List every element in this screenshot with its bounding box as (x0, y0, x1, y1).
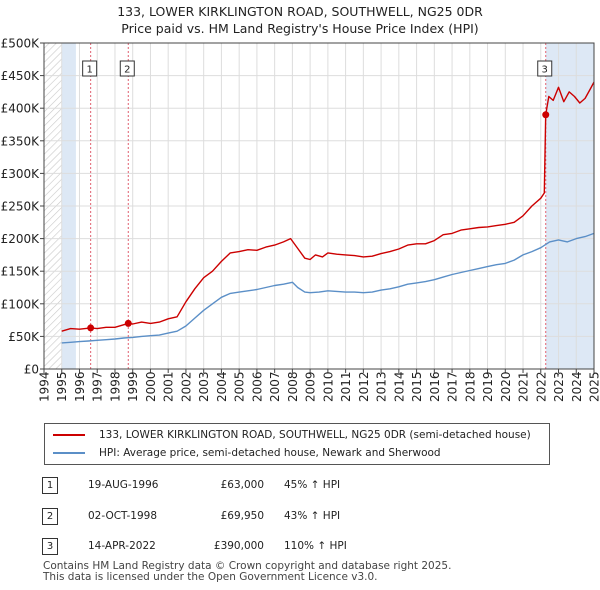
x-tick-label: 1994 (38, 371, 52, 402)
transaction-price: £69,950 (220, 510, 264, 522)
x-tick-label: 2001 (162, 371, 176, 402)
footer-copyright: Contains HM Land Registry data © Crown c… (43, 560, 452, 572)
sale-label-box (537, 60, 553, 77)
y-tick-label: £100K (1, 297, 41, 311)
footer-licence: This data is licensed under the Open Gov… (43, 571, 378, 583)
x-tick-label: 2019 (481, 371, 495, 402)
x-tick-label: 2009 (304, 371, 318, 402)
transaction-number-badge: 2 (42, 508, 58, 525)
x-tick-label: 2024 (570, 371, 584, 402)
transaction-price: £63,000 (220, 479, 264, 491)
x-tick-label: 1997 (91, 371, 105, 402)
chart-legend: 133, LOWER KIRKLINGTON ROAD, SOUTHWELL, … (44, 423, 550, 465)
transaction-date: 14-APR-2022 (88, 540, 156, 552)
x-tick-label: 2017 (446, 371, 460, 402)
sale-label-text: 1 (86, 65, 92, 76)
transaction-price: £390,000 (213, 540, 264, 552)
sale-point (542, 111, 550, 119)
x-tick-label: 1995 (55, 371, 69, 402)
y-tick-label: £350K (1, 134, 41, 148)
x-tick-label: 2004 (215, 371, 229, 402)
transaction-row: 1 19-AUG-1996 £63,000 45% ↑ HPI (0, 476, 600, 496)
legend-item-hpi: HPI: Average price, semi-detached house,… (53, 445, 441, 461)
legend-swatch-property (53, 434, 85, 436)
transaction-number-badge: 1 (42, 477, 58, 494)
y-tick-label: £400K (1, 102, 41, 116)
x-tick-label: 2010 (321, 371, 335, 402)
chart-subtitle: Price paid vs. HM Land Registry's House … (121, 21, 479, 36)
x-tick-label: 2005 (233, 371, 247, 402)
transaction-date: 02-OCT-1998 (88, 510, 157, 522)
y-tick-label: £200K (1, 232, 41, 246)
x-tick-label: 2006 (250, 371, 264, 402)
transaction-hpi-change: 45% ↑ HPI (284, 479, 341, 491)
x-tick-label: 2022 (534, 371, 548, 402)
x-tick-label: 2007 (268, 371, 282, 402)
x-tick-label: 2018 (463, 371, 477, 402)
legend-swatch-hpi (53, 452, 85, 454)
legend-label-property: 133, LOWER KIRKLINGTON ROAD, SOUTHWELL, … (99, 429, 531, 441)
transaction-row: 2 02-OCT-1998 £69,950 43% ↑ HPI (0, 507, 600, 527)
x-tick-label: 2020 (499, 371, 513, 402)
x-tick-label: 2025 (588, 371, 600, 402)
chart-title: 133, LOWER KIRKLINGTON ROAD, SOUTHWELL, … (117, 4, 483, 19)
transaction-hpi-change: 110% ↑ HPI (284, 540, 347, 552)
y-tick-label: £150K (1, 265, 41, 279)
y-tick-label: £0 (24, 363, 39, 377)
transaction-hpi-change: 43% ↑ HPI (284, 510, 341, 522)
footer-attribution: Contains HM Land Registry data © Crown c… (43, 561, 451, 583)
x-tick-label: 2015 (410, 371, 424, 402)
x-tick-label: 2021 (517, 371, 531, 402)
x-tick-label: 2016 (428, 371, 442, 402)
x-tick-label: 2000 (144, 371, 158, 402)
x-tick-label: 1999 (126, 371, 140, 402)
y-tick-label: £250K (1, 200, 41, 214)
sale-point (124, 319, 132, 327)
sale-label-text: 3 (542, 65, 548, 76)
price-chart: 1 2 3 £0 £50K £100K £150K £200K £250K £300K £350K… (1, 37, 600, 403)
sale-label-box (119, 60, 135, 77)
x-tick-label: 1998 (108, 371, 122, 402)
legend-label-hpi: HPI: Average price, semi-detached house,… (99, 447, 441, 459)
x-tick-label: 2003 (197, 371, 211, 402)
sale-label-text: 2 (124, 65, 130, 76)
x-tick-label: 2023 (552, 371, 566, 402)
y-tick-label: £50K (8, 330, 40, 344)
x-tick-label: 2012 (357, 371, 371, 402)
legend-item-property: 133, LOWER KIRKLINGTON ROAD, SOUTHWELL, … (53, 427, 531, 443)
y-tick-label: £300K (1, 167, 41, 181)
x-tick-label: 2002 (179, 371, 193, 402)
x-tick-label: 2011 (339, 371, 353, 402)
x-tick-label: 2013 (375, 371, 389, 402)
sale-label-box (82, 60, 98, 77)
y-tick-label: £450K (1, 69, 41, 83)
property-price-line (61, 81, 595, 332)
hpi-line (61, 232, 595, 344)
x-tick-label: 1996 (73, 371, 87, 402)
transaction-date: 19-AUG-1996 (88, 479, 159, 491)
y-tick-label: £500K (1, 37, 41, 51)
x-tick-label: 2014 (392, 371, 406, 402)
transaction-row: 3 14-APR-2022 £390,000 110% ↑ HPI (0, 537, 600, 557)
sale-point (87, 324, 95, 332)
transaction-number-badge: 3 (42, 538, 58, 555)
x-tick-label: 2008 (286, 371, 300, 402)
